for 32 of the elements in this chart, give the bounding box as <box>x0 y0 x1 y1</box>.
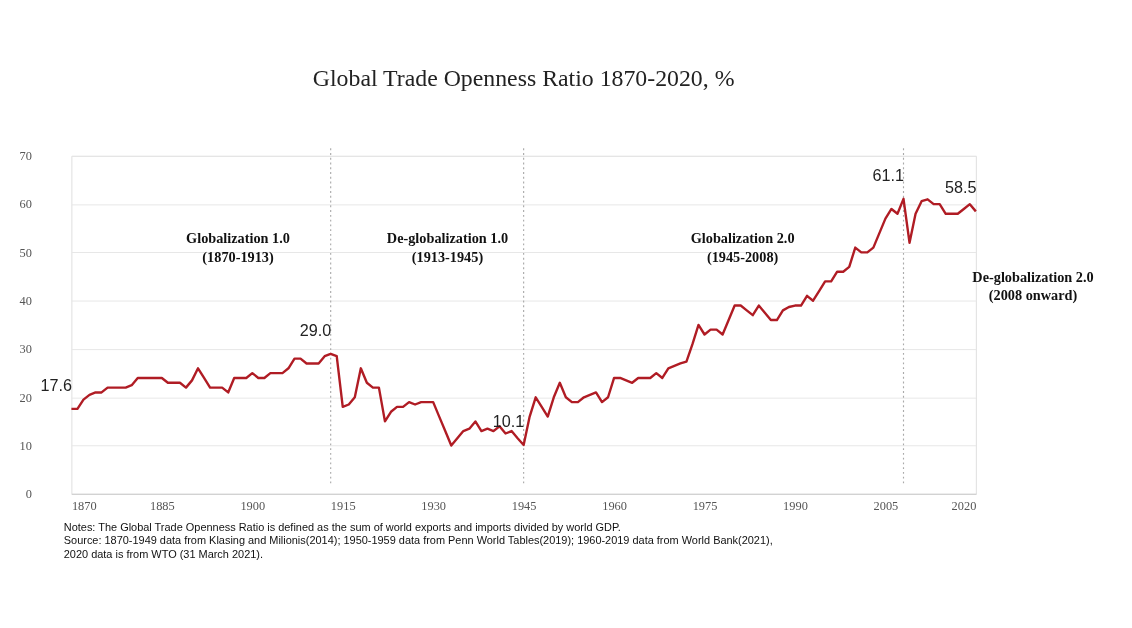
chart-title: Global Trade Openness Ratio 1870-2020, % <box>312 64 735 91</box>
y-tick-label: 10 <box>19 438 32 453</box>
y-tick-label: 40 <box>19 293 32 308</box>
x-tick-label: 2020 <box>951 498 977 513</box>
y-tick-label: 30 <box>19 342 32 357</box>
x-tick-label: 1930 <box>421 498 447 513</box>
y-tick-label: 70 <box>19 149 32 164</box>
y-tick-label: 60 <box>19 197 32 212</box>
data-label: 10.1 <box>492 411 525 430</box>
y-tick-label: 0 <box>25 487 32 502</box>
data-label: 17.6 <box>40 375 72 394</box>
x-tick-label: 1870 <box>71 498 97 513</box>
y-tick-label: 20 <box>19 390 32 405</box>
x-tick-label: 1945 <box>511 498 537 513</box>
x-tick-label: 1990 <box>783 498 808 513</box>
x-tick-label: 1975 <box>692 498 718 513</box>
y-tick-label: 50 <box>19 245 32 260</box>
text: 2020 data is from WTO (31 March 2021). <box>63 547 263 560</box>
annotation: Globalization 1.0 (1870-1913) <box>186 230 290 266</box>
annotation: De-globalization 1.0 (1913-1945) <box>386 230 509 266</box>
data-label: 29.0 <box>299 320 332 339</box>
x-tick-label: 1915 <box>330 498 356 513</box>
x-tick-label: 1960 <box>602 498 627 513</box>
source-note: Source: 1870-1949 data from Klasing and Milionis(2014); 1950-1959 data from Penn World Tables(2019); 1960-2019 data from World Bank(2021), <box>63 534 773 547</box>
annotation: De-globalization 2.0 (2008 onward) <box>972 268 1094 304</box>
x-tick-label: 1900 <box>240 498 266 513</box>
data-label: 61.1 <box>872 165 905 184</box>
x-tick-label: 2005 <box>873 498 899 513</box>
x-tick-label: 1885 <box>149 498 175 513</box>
annotation: Globalization 2.0 (1945-2008) <box>690 230 795 266</box>
text: Notes: The Global Trade Openness Ratio is defined as the sum of world exports and imports divided by world GDP. <box>63 520 621 533</box>
data-label: 58.5 <box>944 178 977 197</box>
